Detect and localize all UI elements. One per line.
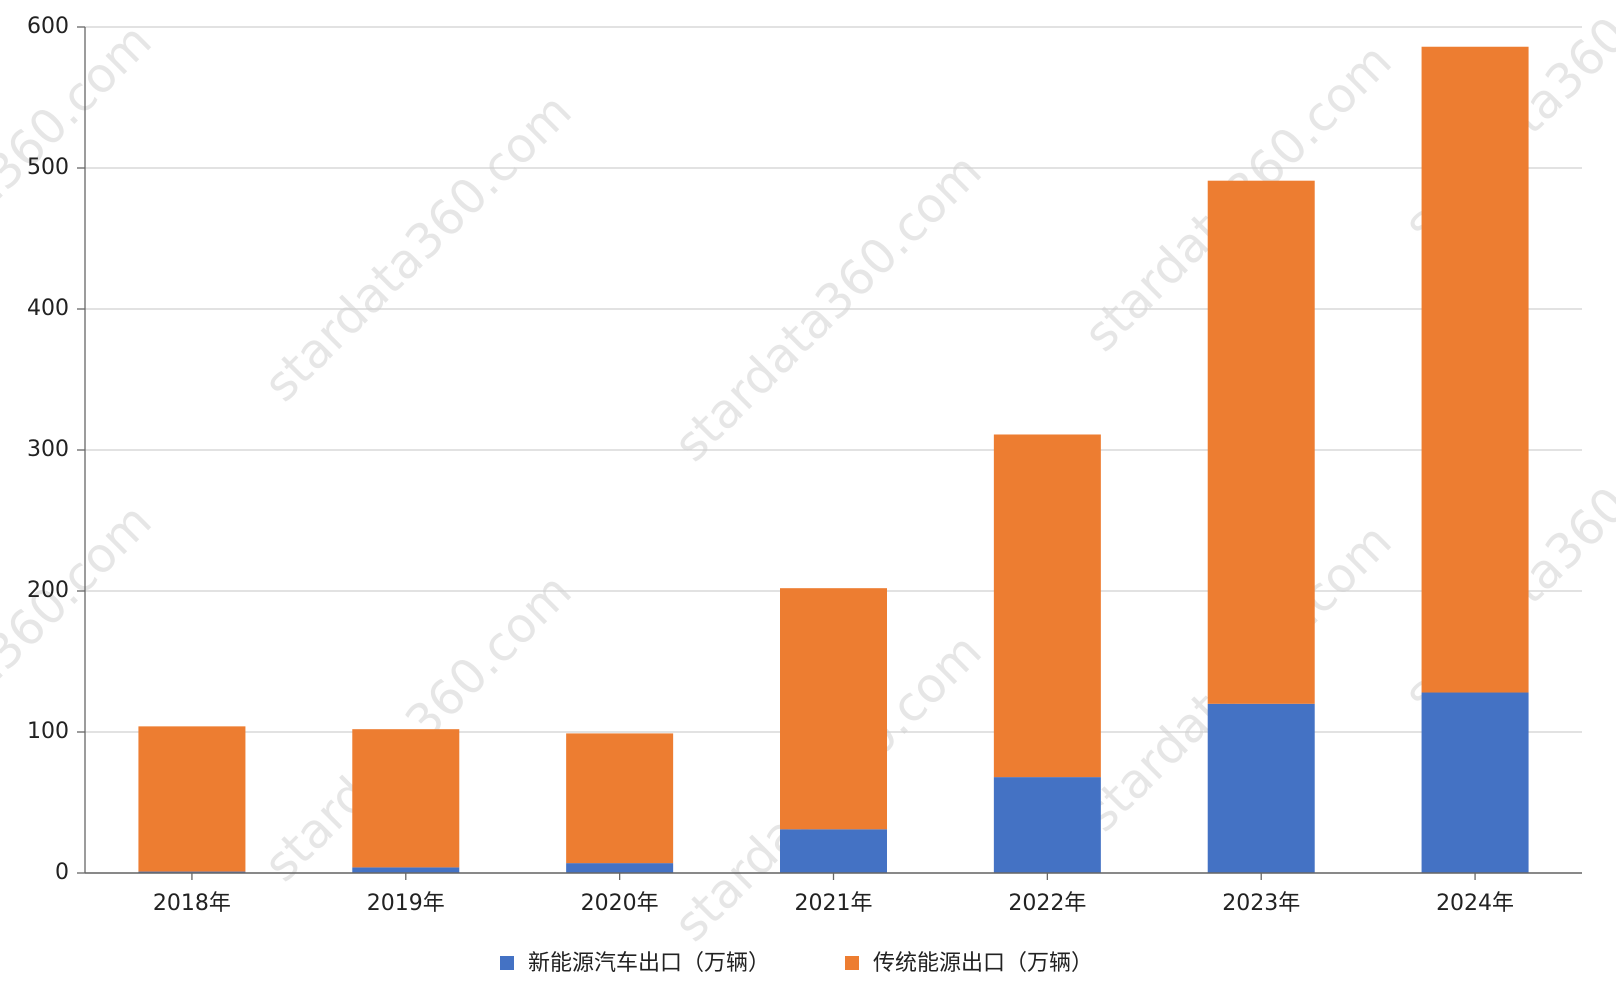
y-tick-label: 500 <box>27 155 69 180</box>
y-tick-label: 300 <box>27 437 69 462</box>
bar-segment <box>993 777 1101 873</box>
x-tick-label: 2020年 <box>581 891 659 916</box>
y-tick-label: 200 <box>27 578 69 603</box>
watermark: stardata360.com <box>0 493 163 822</box>
y-tick-label: 100 <box>27 719 69 744</box>
x-tick-label: 2023年 <box>1222 891 1300 916</box>
y-tick-label: 400 <box>27 296 69 321</box>
x-tick-label: 2018年 <box>153 891 231 916</box>
watermark: stardata360.com <box>0 13 163 342</box>
bar-segment <box>1421 46 1529 693</box>
bar-segment <box>1207 703 1315 873</box>
bar-segment <box>352 867 460 873</box>
legend-swatch <box>845 956 859 970</box>
y-tick-label: 0 <box>55 860 69 885</box>
legend-swatch <box>500 956 514 970</box>
x-tick-label: 2019年 <box>367 891 445 916</box>
bar-segment <box>352 729 460 868</box>
bar-segment <box>993 434 1101 778</box>
watermark: stardata360.com <box>253 83 582 412</box>
x-tick-label: 2021年 <box>795 891 873 916</box>
bar-segment <box>1207 180 1315 704</box>
legend-label: 新能源汽车出口（万辆） <box>528 951 770 976</box>
bar-segment <box>138 726 246 872</box>
legend-label: 传统能源出口（万辆） <box>873 951 1093 976</box>
bar-segment <box>780 588 887 830</box>
bar-segment <box>1421 692 1529 873</box>
x-tick-label: 2022年 <box>1008 891 1086 916</box>
bar-segment <box>566 733 674 864</box>
watermark: stardata360.com <box>663 143 992 472</box>
bar-segment <box>780 829 887 873</box>
x-tick-label: 2024年 <box>1436 891 1514 916</box>
bar-segment <box>566 863 674 873</box>
y-tick-label: 600 <box>27 14 69 39</box>
